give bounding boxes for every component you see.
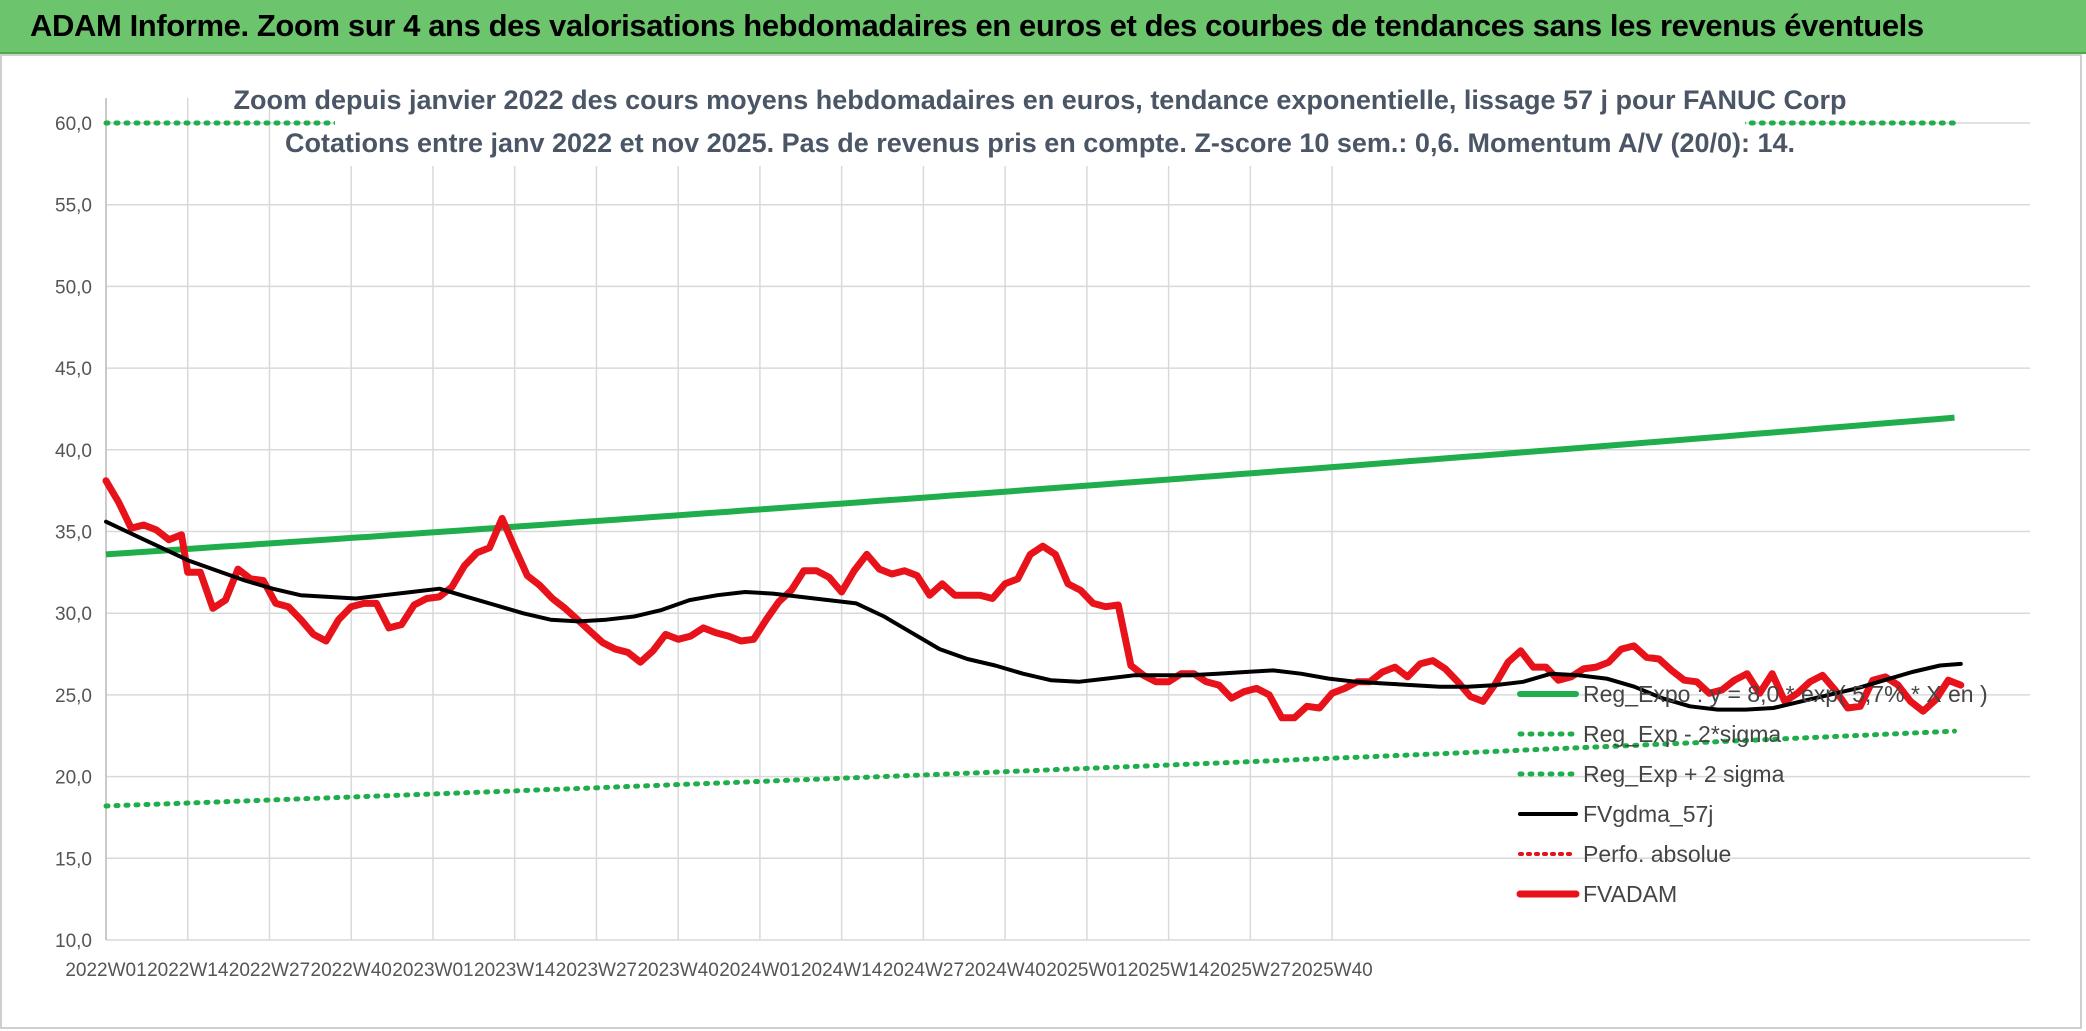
y-tick-label: 25,0 — [55, 686, 92, 707]
x-tick-label: 2022W27 — [229, 960, 310, 981]
legend-label-fvadam: FVADAM — [1583, 881, 1677, 907]
y-tick-label: 50,0 — [55, 277, 92, 298]
legend-label-reg_expo: Reg_Expo : y = 8,0 * exp( 5,7% * X en ) — [1583, 681, 1988, 707]
y-tick-label: 60,0 — [55, 114, 92, 135]
chart-frame — [0, 54, 2082, 1029]
legend: Reg_Expo : y = 8,0 * exp( 5,7% * X en ) R… — [1516, 681, 1988, 907]
x-tick-label: 2024W01 — [719, 960, 800, 981]
x-tick-label: 2023W01 — [392, 960, 473, 981]
x-tick-label: 2025W27 — [1210, 960, 1291, 981]
series-layer — [102, 120, 1965, 809]
x-tick-label: 2025W01 — [1046, 960, 1127, 981]
chart-title-line-2: Cotations entre janv 2022 et nov 2025. P… — [285, 128, 1795, 158]
y-tick-label: 55,0 — [55, 196, 92, 217]
y-tick-label: 30,0 — [55, 604, 92, 625]
x-tick-label: 2022W40 — [311, 960, 392, 981]
series-reg-expo — [105, 414, 1955, 558]
legend-label-perfo: Perfo. absolue — [1583, 841, 1731, 867]
chart-title-line-1: Zoom depuis janvier 2022 des cours moyen… — [234, 85, 1847, 115]
axis-labels: 10,0 15,0 20,0 25,0 30,0 35,0 40,0 45,0 50,0 55,0… — [55, 114, 1373, 981]
y-tick-label: 45,0 — [55, 359, 92, 380]
grid — [105, 98, 2030, 941]
legend-label-reg_minus: Reg_Exp - 2*sigma — [1583, 721, 1781, 747]
series-fvgdma — [104, 519, 1963, 712]
y-tick-label: 20,0 — [55, 768, 92, 789]
title-banner: ADAM Informe. Zoom sur 4 ans des valoris… — [0, 0, 2086, 54]
x-tick-label: 2022W14 — [147, 960, 229, 981]
series-fvadam — [102, 477, 1965, 722]
chart-titles: Zoom depuis janvier 2022 des cours moyen… — [234, 78, 1847, 166]
series-reg-minus-2sigma — [103, 728, 1957, 809]
banner-title: ADAM Informe. Zoom sur 4 ans des valoris… — [30, 8, 1924, 43]
legend-label-fvgdma: FVgdma_57j — [1583, 801, 1713, 827]
x-tick-label: 2022W01 — [65, 960, 146, 981]
legend-label-reg_plus: Reg_Exp + 2 sigma — [1583, 761, 1785, 787]
y-tick-label: 15,0 — [55, 849, 92, 870]
title-backdrop — [335, 78, 1745, 166]
x-tick-label: 2024W27 — [883, 960, 964, 981]
x-tick-label: 2025W40 — [1291, 960, 1372, 981]
y-tick-label: 10,0 — [55, 931, 92, 952]
y-tick-label: 35,0 — [55, 523, 92, 544]
x-tick-label: 2024W14 — [801, 960, 883, 981]
y-tick-label: 40,0 — [55, 441, 92, 462]
x-tick-label: 2024W40 — [964, 960, 1045, 981]
x-tick-label: 2023W40 — [637, 960, 718, 981]
x-tick-label: 2023W14 — [474, 960, 556, 981]
x-tick-label: 2025W14 — [1128, 960, 1210, 981]
x-tick-label: 2023W27 — [556, 960, 637, 981]
